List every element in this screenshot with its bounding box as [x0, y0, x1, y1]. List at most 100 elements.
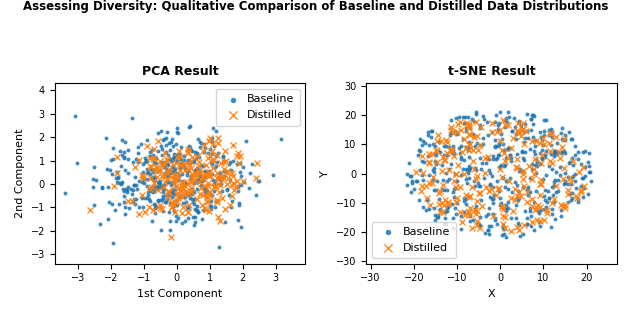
- Baseline: [451, 212, 461, 217]
- Baseline: [547, 212, 557, 217]
- Baseline: [180, 167, 190, 172]
- Baseline: [549, 180, 559, 185]
- Distilled: [185, 180, 195, 185]
- Baseline: [88, 202, 99, 207]
- Baseline: [446, 161, 456, 166]
- Baseline: [148, 169, 158, 174]
- Baseline: [119, 194, 130, 199]
- Baseline: [415, 149, 425, 154]
- Baseline: [211, 129, 221, 134]
- Baseline: [122, 188, 132, 193]
- Baseline: [488, 184, 498, 189]
- Baseline: [454, 151, 465, 156]
- Distilled: [234, 160, 244, 165]
- Baseline: [478, 135, 488, 140]
- Distilled: [514, 189, 524, 194]
- Baseline: [147, 167, 157, 172]
- Distilled: [186, 190, 196, 195]
- Baseline: [202, 189, 212, 194]
- Distilled: [194, 164, 204, 169]
- Baseline: [583, 192, 593, 197]
- Distilled: [137, 172, 147, 177]
- Baseline: [522, 221, 532, 226]
- Baseline: [499, 163, 509, 168]
- Baseline: [233, 183, 243, 188]
- Baseline: [119, 188, 130, 193]
- Baseline: [464, 167, 474, 172]
- Distilled: [178, 185, 188, 190]
- Distilled: [464, 124, 474, 129]
- Baseline: [525, 209, 535, 214]
- Baseline: [173, 130, 183, 135]
- Baseline: [187, 160, 197, 165]
- Baseline: [461, 166, 471, 171]
- Baseline: [174, 194, 185, 199]
- Distilled: [421, 183, 431, 188]
- Distilled: [219, 166, 229, 171]
- Baseline: [183, 192, 193, 197]
- Distilled: [547, 131, 557, 136]
- Baseline: [496, 163, 506, 168]
- Distilled: [167, 201, 178, 206]
- Baseline: [167, 137, 177, 142]
- Baseline: [485, 195, 495, 200]
- Baseline: [186, 148, 196, 153]
- Baseline: [123, 170, 133, 175]
- Baseline: [532, 159, 542, 164]
- Baseline: [578, 176, 588, 181]
- Baseline: [578, 176, 588, 181]
- Baseline: [530, 163, 540, 168]
- Baseline: [501, 116, 511, 121]
- Baseline: [150, 187, 161, 192]
- Distilled: [213, 214, 223, 219]
- Baseline: [470, 167, 480, 172]
- Baseline: [406, 190, 416, 195]
- Baseline: [566, 190, 576, 195]
- Baseline: [444, 205, 454, 210]
- Distilled: [518, 169, 528, 174]
- Baseline: [479, 116, 489, 122]
- Distilled: [232, 179, 242, 184]
- Baseline: [181, 200, 191, 205]
- Baseline: [140, 156, 150, 161]
- Baseline: [556, 131, 566, 136]
- Baseline: [118, 186, 128, 191]
- Distilled: [506, 195, 516, 200]
- Baseline: [195, 170, 205, 175]
- Distilled: [180, 183, 190, 188]
- Distilled: [134, 157, 144, 162]
- Distilled: [495, 138, 505, 143]
- Distilled: [500, 214, 510, 219]
- Baseline: [428, 205, 439, 210]
- Baseline: [446, 131, 456, 136]
- Distilled: [149, 181, 159, 186]
- Distilled: [469, 166, 479, 171]
- Baseline: [535, 224, 545, 229]
- Baseline: [114, 202, 124, 207]
- Baseline: [190, 219, 200, 225]
- Distilled: [423, 160, 434, 165]
- Distilled: [148, 207, 158, 212]
- Distilled: [202, 200, 212, 205]
- Baseline: [566, 137, 576, 142]
- Baseline: [475, 222, 485, 227]
- Distilled: [521, 190, 532, 195]
- Baseline: [167, 164, 177, 169]
- Baseline: [165, 218, 175, 223]
- Distilled: [557, 144, 568, 149]
- Baseline: [494, 127, 504, 132]
- Baseline: [429, 166, 439, 171]
- Baseline: [435, 149, 446, 154]
- Baseline: [484, 223, 494, 228]
- Baseline: [195, 144, 205, 149]
- Baseline: [490, 157, 501, 162]
- Distilled: [149, 155, 159, 160]
- Baseline: [168, 187, 178, 192]
- Baseline: [494, 121, 504, 126]
- Baseline: [92, 178, 102, 183]
- Baseline: [473, 224, 483, 229]
- Baseline: [549, 151, 559, 156]
- Distilled: [178, 195, 188, 200]
- Distilled: [159, 172, 169, 177]
- Distilled: [551, 134, 561, 139]
